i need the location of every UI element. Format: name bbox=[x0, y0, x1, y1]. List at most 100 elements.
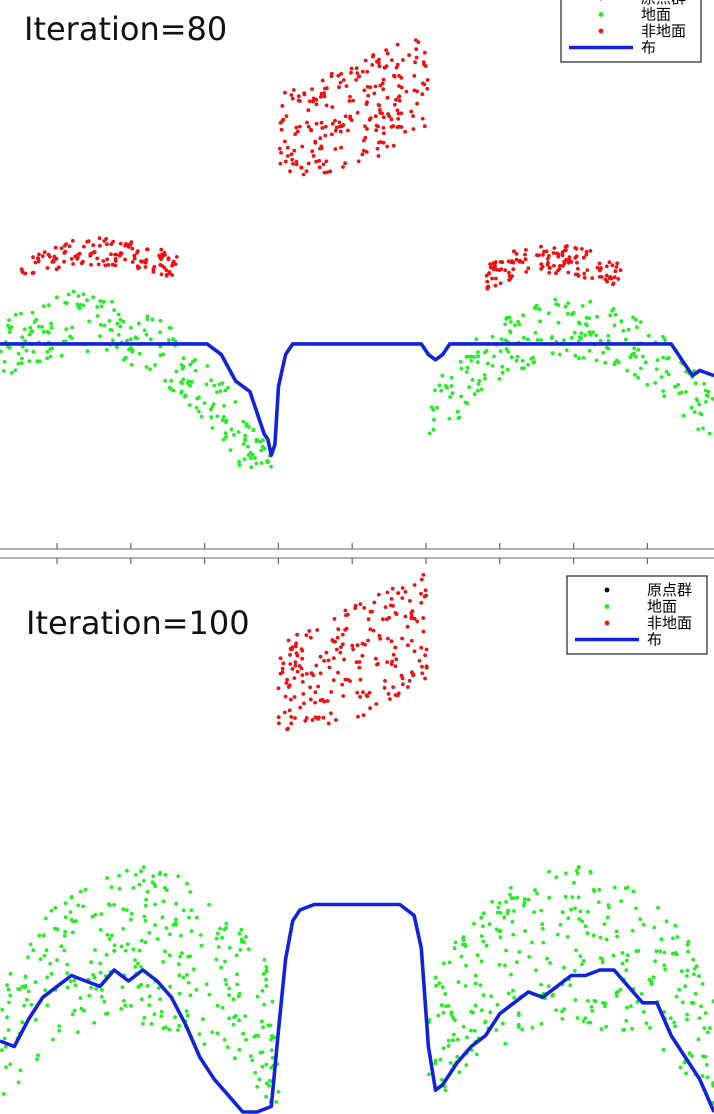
ground-point bbox=[233, 1056, 237, 1061]
ground-point bbox=[244, 424, 249, 428]
non-ground-point bbox=[378, 108, 382, 112]
non-ground-point bbox=[416, 40, 421, 45]
ground-point bbox=[224, 982, 229, 987]
ground-point bbox=[5, 1015, 9, 1020]
non-ground-point bbox=[328, 169, 333, 174]
non-ground-point bbox=[343, 161, 347, 166]
non-ground-point bbox=[130, 246, 135, 251]
ground-point bbox=[0, 349, 3, 354]
ground-point bbox=[74, 919, 78, 923]
non-ground-point bbox=[514, 257, 519, 262]
ground-point bbox=[121, 319, 126, 324]
point-cloud-layer bbox=[0, 573, 714, 1105]
ground-point bbox=[437, 981, 442, 986]
non-ground-point bbox=[126, 245, 131, 249]
non-ground-point bbox=[102, 239, 107, 243]
ground-point bbox=[472, 392, 477, 397]
non-ground-point bbox=[287, 683, 292, 688]
non-ground-point bbox=[299, 165, 304, 170]
non-ground-point bbox=[329, 132, 334, 137]
non-ground-point bbox=[396, 591, 401, 595]
non-ground-point bbox=[415, 619, 420, 624]
non-ground-point bbox=[143, 260, 148, 265]
ground-point bbox=[526, 897, 531, 902]
ground-point bbox=[43, 988, 48, 993]
ground-point bbox=[673, 384, 677, 389]
non-ground-point bbox=[350, 643, 355, 648]
non-ground-point bbox=[346, 612, 350, 617]
ground-point bbox=[575, 1016, 580, 1020]
non-ground-point bbox=[31, 270, 36, 275]
non-ground-point bbox=[315, 628, 320, 632]
ground-point bbox=[269, 1065, 273, 1070]
ground-point bbox=[176, 1028, 180, 1032]
ground-point bbox=[440, 1077, 444, 1082]
ground-point bbox=[463, 984, 468, 988]
ground-point bbox=[177, 991, 182, 996]
non-ground-point bbox=[403, 129, 407, 134]
ground-point bbox=[635, 325, 639, 330]
non-ground-point bbox=[399, 111, 404, 116]
non-ground-point bbox=[401, 682, 405, 687]
ground-point bbox=[433, 1058, 438, 1063]
ground-point bbox=[513, 323, 517, 328]
non-ground-point bbox=[340, 682, 345, 687]
ground-point bbox=[85, 298, 89, 303]
ground-point bbox=[641, 1010, 646, 1014]
ground-point bbox=[174, 923, 178, 927]
ground-point bbox=[98, 334, 102, 339]
non-ground-point bbox=[284, 114, 289, 118]
non-ground-point bbox=[302, 701, 306, 706]
ground-point bbox=[644, 1021, 649, 1025]
ground-point bbox=[626, 327, 631, 332]
ground-point bbox=[147, 1003, 152, 1008]
non-ground-point bbox=[564, 248, 568, 252]
ground-point bbox=[684, 390, 688, 394]
non-ground-point bbox=[284, 681, 289, 685]
non-ground-point bbox=[355, 643, 360, 648]
ground-point bbox=[171, 388, 176, 393]
ground-point bbox=[87, 319, 91, 324]
non-ground-point bbox=[610, 263, 615, 268]
ground-point bbox=[19, 311, 23, 316]
ground-point bbox=[523, 929, 527, 933]
ground-point bbox=[638, 917, 643, 921]
ground-point bbox=[594, 333, 598, 338]
non-ground-point bbox=[400, 676, 405, 681]
ground-point bbox=[148, 337, 153, 342]
non-ground-point bbox=[412, 74, 417, 78]
ground-point bbox=[562, 338, 566, 342]
non-ground-point bbox=[119, 251, 124, 256]
non-ground-point bbox=[307, 99, 312, 104]
non-ground-point bbox=[339, 72, 344, 76]
non-ground-point bbox=[400, 636, 404, 641]
ground-point bbox=[183, 393, 188, 398]
ground-point bbox=[681, 413, 686, 418]
ground-point bbox=[618, 987, 623, 992]
non-ground-point bbox=[331, 656, 336, 660]
ground-point bbox=[599, 1027, 604, 1031]
ground-point bbox=[37, 324, 41, 329]
non-ground-point bbox=[329, 711, 333, 716]
ground-point bbox=[446, 1038, 451, 1043]
non-ground-point bbox=[334, 647, 339, 652]
ground-point bbox=[535, 338, 540, 342]
ground-point bbox=[563, 894, 568, 899]
non-ground-point bbox=[46, 252, 51, 257]
divider-band bbox=[0, 544, 714, 558]
non-ground-point bbox=[341, 78, 346, 82]
ground-point bbox=[463, 944, 468, 948]
non-ground-point bbox=[53, 245, 58, 250]
non-ground-point bbox=[360, 69, 365, 74]
ground-point bbox=[276, 1089, 281, 1094]
ground-point bbox=[500, 370, 505, 375]
non-ground-point bbox=[356, 714, 360, 719]
ground-point bbox=[573, 906, 577, 911]
ground-point bbox=[167, 1027, 172, 1032]
non-ground-point bbox=[114, 252, 119, 257]
ground-point bbox=[128, 325, 133, 330]
non-ground-point bbox=[395, 108, 400, 113]
ground-point bbox=[632, 346, 637, 351]
ground-point bbox=[222, 404, 226, 408]
non-ground-point bbox=[279, 127, 284, 132]
